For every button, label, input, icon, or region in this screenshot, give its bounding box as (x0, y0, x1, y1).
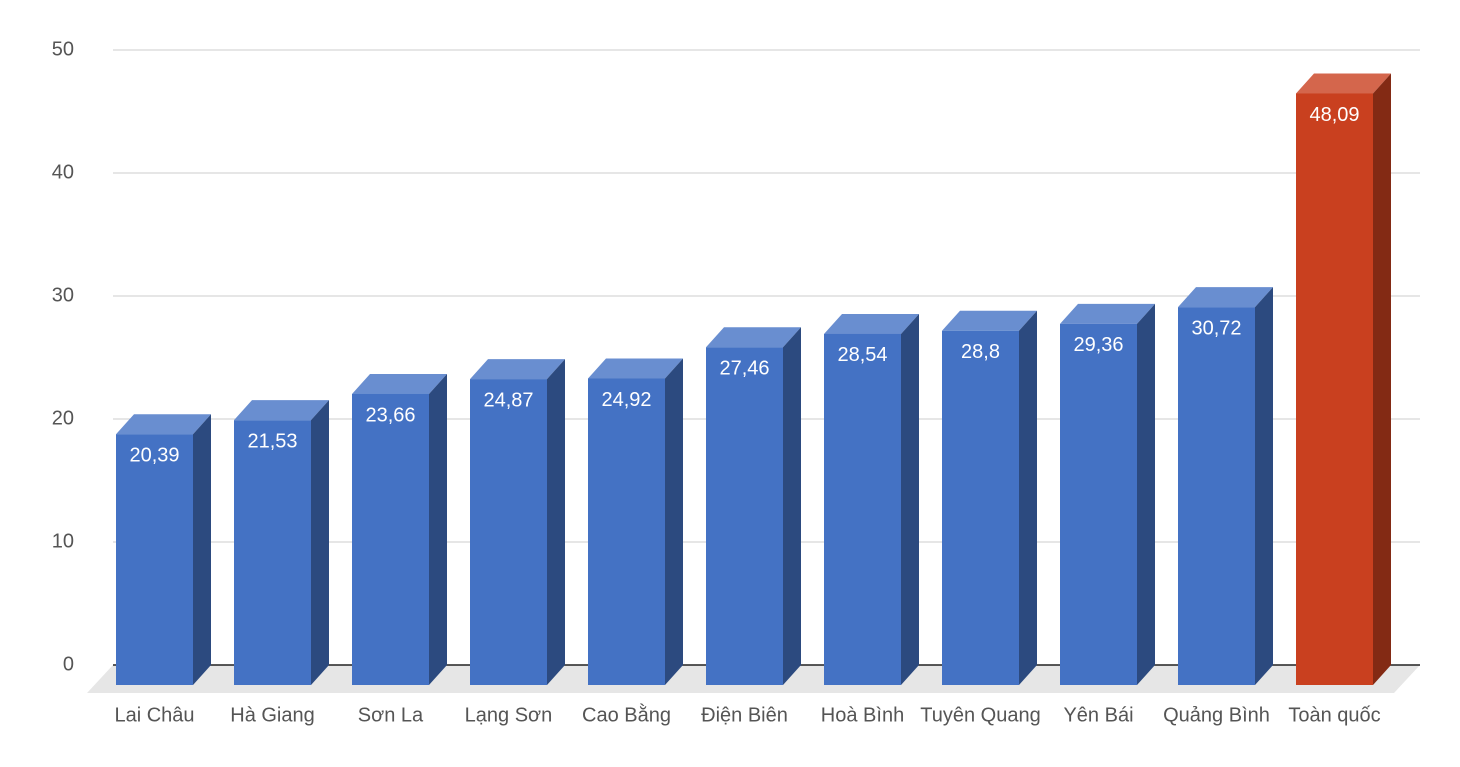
bar-top (706, 327, 801, 348)
value-label: 27,46 (719, 358, 769, 380)
bar (588, 378, 665, 685)
x-tick-label: Cao Bằng (582, 703, 671, 726)
bar-top (234, 400, 329, 421)
bar (352, 393, 429, 685)
bar-side (901, 313, 919, 685)
value-label: 30,72 (1191, 317, 1241, 339)
value-label: 21,53 (247, 430, 297, 452)
x-tick-label: Yên Bái (1063, 704, 1133, 726)
bar-top (470, 359, 565, 380)
bar-top (942, 310, 1037, 331)
value-label: 48,09 (1309, 104, 1359, 126)
bar-side (665, 358, 683, 685)
y-tick-label: 30 (52, 284, 74, 306)
bar-top (1296, 73, 1391, 94)
bar-side (1373, 73, 1391, 686)
bar-side (1137, 303, 1155, 685)
bar-side (1255, 287, 1273, 685)
y-tick-label: 50 (52, 38, 74, 60)
bar (706, 347, 783, 685)
value-label: 28,54 (837, 344, 887, 366)
x-tick-label: Hà Giang (230, 704, 315, 726)
x-tick-label: Sơn La (358, 704, 424, 726)
value-label: 24,87 (483, 389, 533, 411)
y-tick-label: 0 (63, 653, 74, 675)
x-tick-label: Tuyên Quang (920, 704, 1040, 726)
bar (470, 379, 547, 685)
bar-side (1019, 310, 1037, 685)
x-tick-label: Lai Châu (114, 704, 194, 726)
bar-side (547, 359, 565, 685)
bar-top (116, 414, 211, 435)
bar (824, 333, 901, 685)
value-label: 20,39 (129, 444, 179, 466)
bar (116, 434, 193, 685)
value-label: 28,8 (961, 341, 1000, 363)
bar (942, 330, 1019, 685)
bar-side (429, 373, 447, 685)
bar-top (1060, 303, 1155, 324)
value-label: 24,92 (601, 389, 651, 411)
y-tick-label: 10 (52, 530, 74, 552)
bar-side (193, 414, 211, 685)
bar (1178, 307, 1255, 685)
bar-top (352, 373, 447, 394)
y-tick-label: 40 (52, 161, 74, 183)
value-label: 23,66 (365, 404, 415, 426)
bar (234, 420, 311, 685)
x-tick-label: Lạng Sơn (465, 704, 553, 726)
bar-top (824, 313, 919, 334)
y-tick-label: 20 (52, 407, 74, 429)
x-tick-label: Hoà Bình (821, 704, 904, 726)
x-tick-label: Điện Biên (701, 704, 788, 726)
x-tick-label: Quảng Bình (1163, 704, 1270, 726)
bar-side (783, 327, 801, 685)
bar (1296, 93, 1373, 686)
bar-side (311, 400, 329, 685)
x-tick-label: Toàn quốc (1288, 704, 1380, 726)
bar-top (588, 358, 683, 379)
bar (1060, 323, 1137, 685)
value-label: 29,36 (1073, 334, 1123, 356)
bar-top (1178, 287, 1273, 308)
